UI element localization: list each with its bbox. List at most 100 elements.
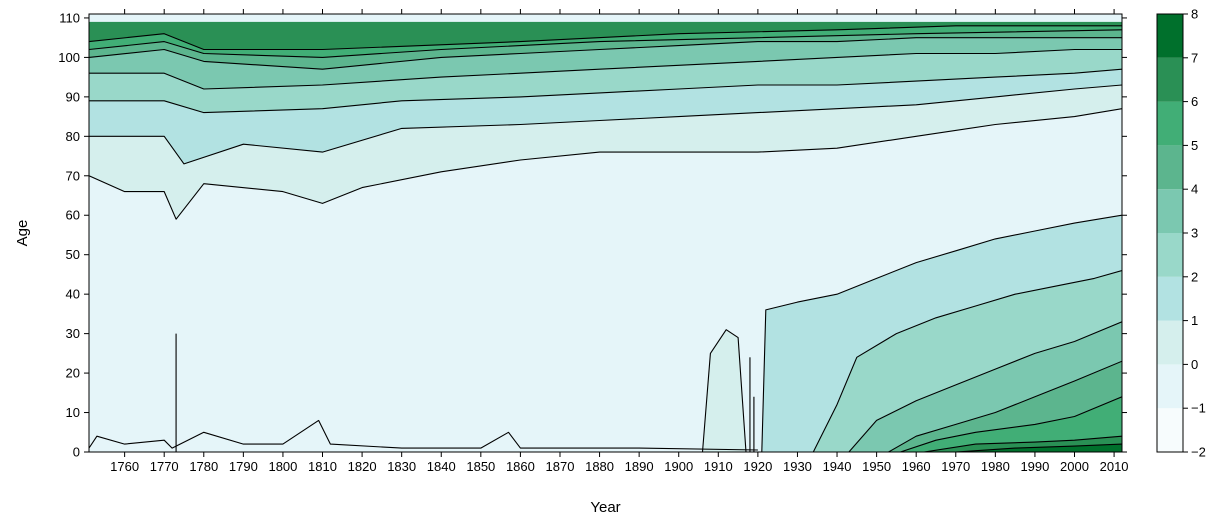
y-tick-label: 10	[66, 405, 80, 420]
y-tick-label: 110	[59, 10, 80, 25]
contour-upper-5	[89, 29, 1122, 58]
colorbar-segment	[1157, 320, 1183, 365]
x-tick: 1760	[110, 9, 139, 474]
y-tick: 20	[66, 366, 1127, 381]
x-tick: 1930	[783, 9, 812, 474]
contour-upper-1	[89, 84, 1122, 165]
colorbar-segment	[1157, 57, 1183, 102]
y-tick-label: 30	[66, 326, 80, 341]
x-tick-label: 1970	[941, 459, 970, 474]
colorbar-tick-label: 0	[1191, 357, 1198, 372]
x-tick-label: 1850	[466, 459, 495, 474]
colorbar-tick-label: 2	[1191, 269, 1198, 284]
y-tick-label: 80	[66, 129, 80, 144]
y-axis: 0 10 20 30 40 50 60 70 80 90 100 110	[58, 10, 1127, 460]
y-tick: 60	[66, 208, 1127, 223]
contour-upper-2	[89, 68, 1122, 114]
contour-young-3	[848, 321, 1122, 452]
x-tick: 1860	[506, 9, 535, 474]
contour-upper-3	[89, 48, 1122, 90]
x-tick-label: 1870	[546, 459, 575, 474]
colorbar-legend: −2 −1 0 1 2 3 4 5 6 7 8	[1156, 7, 1206, 460]
x-tick: 1880	[585, 9, 614, 474]
colorbar-tick-label: 1	[1191, 313, 1198, 328]
x-tick: 1950	[862, 9, 891, 474]
contour-young-5	[900, 396, 1122, 452]
x-tick-label: 1880	[585, 459, 614, 474]
contour-infant	[89, 419, 758, 451]
colorbar-segment	[1157, 101, 1183, 146]
x-tick: 2000	[1060, 9, 1089, 474]
y-tick: 50	[66, 247, 1127, 262]
plot-area	[89, 14, 1122, 452]
y-tick: 80	[66, 129, 1127, 144]
colorbar-tick: 4	[1183, 182, 1198, 197]
y-tick: 0	[73, 445, 1127, 460]
x-tick: 1830	[387, 9, 416, 474]
x-tick: 1790	[229, 9, 258, 474]
colorbar-tick-label: 7	[1191, 50, 1198, 65]
x-tick: 1850	[466, 9, 495, 474]
x-tick-label: 1840	[427, 459, 456, 474]
contour-young-4	[888, 360, 1122, 452]
plot-frame	[88, 13, 1123, 453]
x-tick-label: 1950	[862, 459, 891, 474]
colorbar-tick-label: 5	[1191, 138, 1198, 153]
x-tick-label: 1960	[902, 459, 931, 474]
x-axis: 1760 1770 1780 1790 1800 1810 1820 1830 1840 1850…	[110, 9, 1129, 474]
x-tick: 1900	[664, 9, 693, 474]
x-tick-label: 1860	[506, 459, 535, 474]
x-tick-label: 1830	[387, 459, 416, 474]
y-tick-label: 40	[66, 287, 80, 302]
y-axis-label: Age	[14, 220, 31, 247]
colorbar-tick-label: 4	[1191, 182, 1198, 197]
colorbar-tick: 7	[1183, 50, 1198, 65]
colorbar-tick-label: −1	[1191, 401, 1206, 416]
contour-young-2	[812, 269, 1122, 452]
x-tick-label: 1910	[704, 459, 733, 474]
x-tick-label: 1800	[268, 459, 297, 474]
colorbar-tick: 1	[1183, 313, 1198, 328]
colorbar-segment	[1157, 364, 1183, 409]
y-tick-label: 100	[58, 50, 80, 65]
contour-young-1	[761, 214, 1122, 452]
band-young-level-5	[900, 396, 1122, 452]
x-tick: 1800	[268, 9, 297, 474]
y-tick: 40	[66, 287, 1127, 302]
x-tick-label: 1760	[110, 459, 139, 474]
y-tick: 30	[66, 326, 1127, 341]
y-tick-label: 60	[66, 208, 80, 223]
y-tick: 70	[66, 168, 1127, 183]
colorbar-tick: −1	[1183, 401, 1206, 416]
x-tick-label: 1890	[625, 459, 654, 474]
y-tick: 100	[58, 50, 1127, 65]
colorbar-tick-label: 3	[1191, 226, 1198, 241]
x-tick-label: 1780	[189, 459, 218, 474]
x-tick: 1970	[941, 9, 970, 474]
colorbar-segment	[1157, 145, 1183, 190]
colorbar-tick-label: 8	[1191, 7, 1198, 22]
x-tick: 1780	[189, 9, 218, 474]
x-tick: 1910	[704, 9, 733, 474]
x-tick: 1980	[981, 9, 1010, 474]
band-upper-level-6	[89, 14, 1122, 50]
x-tick-label: 1770	[150, 459, 179, 474]
colorbar-tick: −2	[1183, 445, 1206, 460]
x-tick: 1870	[546, 9, 575, 474]
contour-upper-6	[89, 25, 1122, 51]
contour-young-7	[955, 443, 1122, 452]
x-tick: 2010	[1100, 9, 1129, 474]
y-tick-label: 70	[66, 168, 80, 183]
x-tick: 1820	[348, 9, 377, 474]
x-tick: 1770	[150, 9, 179, 474]
contour-young-6	[924, 435, 1122, 452]
x-tick: 1810	[308, 9, 337, 474]
y-tick: 10	[66, 405, 1127, 420]
x-tick: 1920	[743, 9, 772, 474]
colorbar-segment	[1157, 276, 1183, 321]
colorbar-tick: 2	[1183, 269, 1198, 284]
x-tick: 1940	[823, 9, 851, 474]
x-tick: 1890	[625, 9, 654, 474]
y-tick: 110	[59, 10, 1127, 25]
